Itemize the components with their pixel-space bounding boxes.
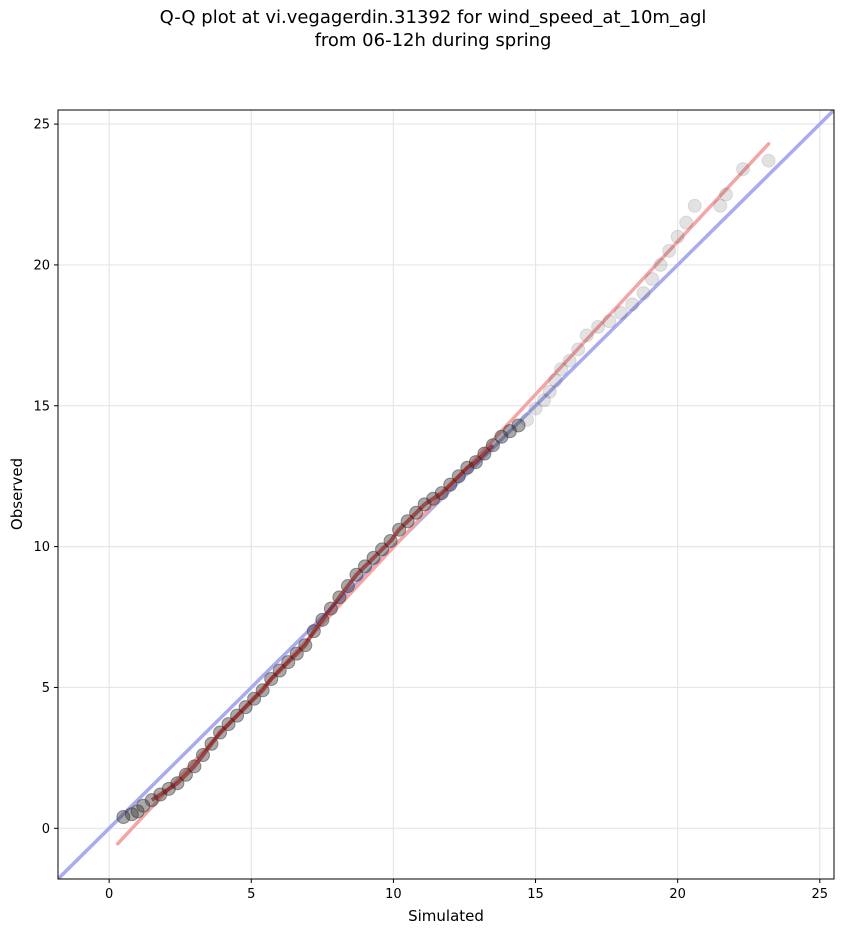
- chart-title: Q-Q plot at vi.vegagerdin.31392 for wind…: [0, 6, 843, 52]
- x-axis-label: Simulated: [408, 907, 484, 925]
- axis-ticks: 0 5 10 15 20 25 0 5 10 15 20 25: [33, 118, 828, 902]
- y-tick-label-5: 25: [33, 118, 50, 133]
- quantile-point: [494, 429, 509, 444]
- plot-frame: [57, 109, 835, 880]
- quantile-point: [130, 804, 145, 819]
- quantile-point: [613, 305, 628, 320]
- quantile-point: [718, 187, 733, 202]
- quantile-point: [116, 810, 131, 825]
- dense-quantile-trace: [150, 443, 495, 802]
- y-tick-label-1: 5: [42, 681, 50, 696]
- quantile-point: [636, 286, 651, 301]
- quantile-point: [687, 198, 702, 213]
- chart-title-line-1: Q-Q plot at vi.vegagerdin.31392 for wind…: [159, 7, 707, 28]
- quantile-points: [116, 153, 776, 825]
- y-tick-label-4: 20: [33, 258, 50, 273]
- quantile-point: [502, 424, 517, 439]
- quantile-point: [736, 162, 751, 177]
- quantile-point: [579, 328, 594, 343]
- quantile-point: [511, 418, 526, 433]
- quantile-point: [645, 272, 660, 287]
- y-tick-label-2: 10: [33, 540, 50, 555]
- quantile-point: [542, 384, 557, 399]
- quantile-point: [537, 393, 552, 408]
- x-tick-label-4: 20: [669, 887, 686, 902]
- quantile-point: [602, 314, 617, 329]
- identity-line: [58, 110, 834, 879]
- quantile-point: [625, 297, 640, 312]
- quantile-point: [670, 229, 685, 244]
- x-tick-label-1: 5: [247, 887, 255, 902]
- quantile-point: [548, 373, 563, 388]
- quantile-point: [653, 257, 668, 272]
- chart-title-line-2: from 06-12h during spring: [314, 30, 552, 51]
- quantile-point: [520, 412, 535, 427]
- y-tick-label-0: 0: [42, 822, 50, 837]
- x-tick-label-5: 25: [812, 887, 829, 902]
- quantile-point: [136, 798, 151, 813]
- quantile-point: [591, 319, 606, 334]
- y-axis-label: Observed: [8, 458, 26, 530]
- x-tick-label-2: 10: [385, 887, 402, 902]
- x-tick-label-3: 15: [527, 887, 544, 902]
- quantile-point: [562, 353, 577, 368]
- quantile-point: [571, 342, 586, 357]
- quantile-point: [554, 362, 569, 377]
- x-tick-label-0: 0: [105, 887, 113, 902]
- quantile-point: [679, 215, 694, 230]
- quantile-point: [761, 153, 776, 168]
- y-tick-label-3: 15: [33, 399, 50, 414]
- quantile-point: [528, 401, 543, 416]
- grid: [58, 110, 834, 879]
- quantile-point: [713, 198, 728, 213]
- quantile-point: [662, 243, 677, 258]
